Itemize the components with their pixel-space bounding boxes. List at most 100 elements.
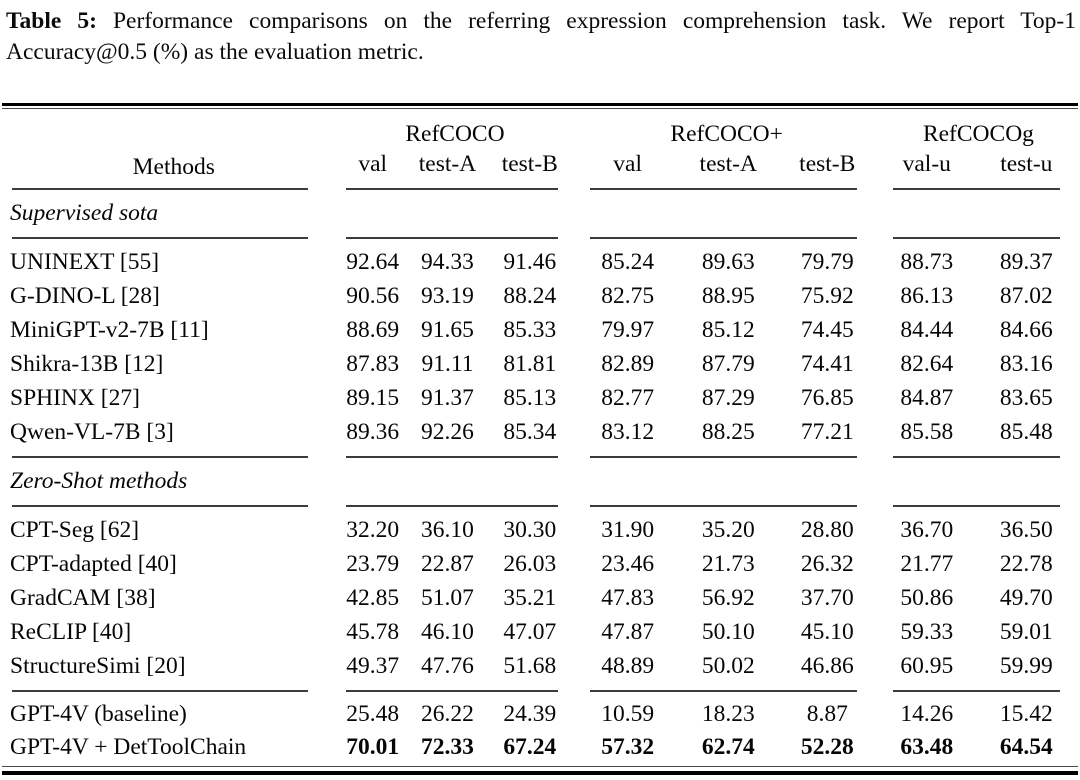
cell-value: 28.80	[800, 516, 854, 543]
col-header-methods: Methods	[132, 154, 215, 180]
col-header: val-u	[902, 151, 951, 177]
method-name: CPT-Seg [62]	[10, 516, 140, 543]
rule-segment	[590, 187, 857, 190]
cell-value: 56.92	[701, 584, 755, 611]
rule-segment	[892, 455, 1060, 458]
cell-value: 14.26	[900, 701, 954, 727]
cell-value: 88.69	[346, 316, 400, 343]
cell-value: 47.83	[601, 584, 655, 611]
cell-value: 42.85	[346, 584, 400, 611]
results-table: Methods RefCOCO RefCOCO+ RefCOCOg val te…	[2, 113, 1078, 764]
cell-value: 70.01	[346, 734, 400, 760]
rule-segment	[590, 236, 857, 239]
method-name: CPT-adapted [40]	[10, 550, 177, 577]
col-group-refcoco: RefCOCO	[405, 121, 505, 147]
col-group-refcocog: RefCOCOg	[922, 121, 1034, 147]
mid-rule-row	[2, 683, 1078, 698]
cell-value: 49.70	[999, 584, 1053, 611]
cell-value: 85.24	[601, 248, 655, 275]
cell-value: 82.64	[900, 350, 954, 377]
cell-value: 15.42	[999, 701, 1053, 727]
rule-segment	[892, 236, 1060, 239]
cell-value: 18.23	[701, 701, 755, 727]
caption-label: Table 5:	[6, 8, 97, 34]
method-name: GPT-4V + DetToolChain	[10, 734, 247, 760]
table-caption: Table 5: Performance comparisons on the …	[6, 6, 1076, 68]
table-row: SPHINX [27] 89.15 91.37 85.13 82.77 87.2…	[2, 381, 1078, 415]
cell-value: 89.37	[999, 248, 1053, 275]
table-row: UNINEXT [55] 92.64 94.33 91.46 85.24 89.…	[2, 245, 1078, 279]
mid-rule-row	[2, 181, 1078, 196]
cell-value: 84.66	[999, 316, 1053, 343]
cell-value: 67.24	[503, 734, 557, 760]
cell-value: 75.92	[800, 282, 854, 309]
rule-segment	[345, 504, 559, 507]
cell-value: 59.99	[999, 652, 1053, 679]
table-row: G-DINO-L [28] 90.56 93.19 88.24 82.75 88…	[2, 279, 1078, 313]
method-name: Qwen-VL-7B [3]	[10, 418, 174, 445]
cell-value: 84.44	[900, 316, 954, 343]
method-name: GradCAM [38]	[10, 584, 156, 611]
rule-segment	[590, 455, 857, 458]
cell-value: 50.02	[701, 652, 755, 679]
cell-value: 46.10	[421, 618, 474, 645]
rule-segment	[12, 187, 308, 190]
table-row: StructureSimi [20] 49.37 47.76 51.68 48.…	[2, 649, 1078, 683]
rule-segment	[12, 236, 308, 239]
group-header-row: Methods RefCOCO RefCOCO+ RefCOCOg	[2, 113, 1078, 180]
cell-value: 45.10	[800, 618, 854, 645]
section-title: Zero-Shot methods	[10, 467, 188, 494]
cell-value: 31.90	[601, 516, 655, 543]
rule-segment	[12, 455, 308, 458]
cell-value: 47.76	[421, 652, 474, 679]
cell-value: 35.20	[701, 516, 755, 543]
cell-value: 85.58	[900, 418, 954, 445]
cell-value: 36.50	[999, 516, 1053, 543]
cell-value: 57.32	[601, 734, 655, 760]
table-bottom-rule	[2, 766, 1078, 775]
method-name: StructureSimi [20]	[10, 652, 186, 679]
mid-rule-row	[2, 449, 1078, 464]
cell-value: 46.86	[800, 652, 854, 679]
table-row: Qwen-VL-7B [3] 89.36 92.26 85.34 83.12 8…	[2, 415, 1078, 449]
cell-value: 91.46	[503, 248, 557, 275]
cell-value: 87.29	[701, 384, 755, 411]
rule-segment	[892, 689, 1060, 692]
table-row: MiniGPT-v2-7B [11] 88.69 91.65 85.33 79.…	[2, 313, 1078, 347]
col-header: val	[358, 151, 388, 177]
cell-value: 52.28	[800, 734, 854, 760]
cell-value: 64.54	[999, 734, 1053, 760]
cell-value: 21.77	[900, 550, 954, 577]
cell-value: 88.25	[701, 418, 755, 445]
cell-value: 87.02	[999, 282, 1053, 309]
rule-segment	[345, 455, 559, 458]
method-name: Shikra-13B [12]	[10, 350, 164, 377]
cell-value: 79.79	[800, 248, 854, 275]
cell-value: 83.16	[999, 350, 1053, 377]
sub-header-row: val test-A test-B val test-A test-B val-…	[2, 148, 1078, 181]
rule-segment	[590, 504, 857, 507]
cell-value: 47.87	[601, 618, 655, 645]
cell-value: 51.68	[503, 652, 557, 679]
cell-value: 21.73	[701, 550, 755, 577]
cell-value: 26.22	[421, 701, 474, 727]
cell-value: 48.89	[601, 652, 655, 679]
cell-value: 35.21	[503, 584, 557, 611]
method-name: MiniGPT-v2-7B [11]	[10, 316, 209, 343]
cell-value: 94.33	[421, 248, 474, 275]
rule-segment	[12, 504, 308, 507]
cell-value: 87.79	[701, 350, 755, 377]
table-row: CPT-adapted [40] 23.79 22.87 26.03 23.46…	[2, 547, 1078, 581]
cell-value: 60.95	[900, 652, 954, 679]
cell-value: 36.70	[900, 516, 954, 543]
method-name: UNINEXT [55]	[10, 248, 160, 275]
cell-value: 37.70	[800, 584, 854, 611]
col-header: test-u	[1000, 151, 1053, 177]
cell-value: 88.73	[900, 248, 954, 275]
cell-value: 85.48	[999, 418, 1053, 445]
table-row: ReCLIP [40] 45.78 46.10 47.07 47.87 50.1…	[2, 615, 1078, 649]
cell-value: 24.39	[503, 701, 557, 727]
cell-value: 81.81	[503, 350, 557, 377]
cell-value: 62.74	[701, 734, 755, 760]
